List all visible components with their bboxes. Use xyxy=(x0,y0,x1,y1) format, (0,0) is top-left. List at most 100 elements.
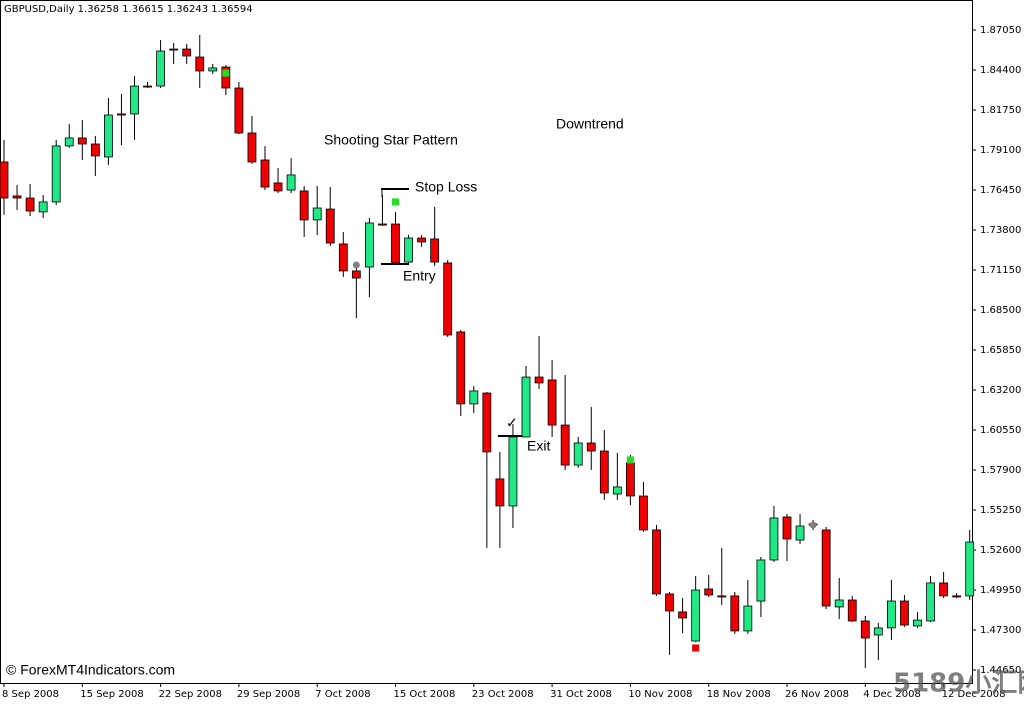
candle-body xyxy=(626,462,635,497)
candle-body xyxy=(586,442,596,452)
signal-marker xyxy=(352,261,360,269)
candle-body xyxy=(117,113,126,116)
y-tick-label: 1.57900 xyxy=(980,465,1021,476)
candle-body xyxy=(77,137,87,145)
annotation: Shooting Star Pattern xyxy=(324,132,458,148)
y-tick-label: 1.73800 xyxy=(980,225,1021,236)
candle-body xyxy=(678,611,687,619)
candle-body xyxy=(169,48,179,51)
candle-body xyxy=(704,588,714,596)
candle-body xyxy=(130,85,139,115)
candle-body xyxy=(417,237,427,243)
candle-body xyxy=(939,582,948,597)
candle-body xyxy=(508,436,518,507)
candle-body xyxy=(260,159,270,188)
y-tick-label: 1.79100 xyxy=(980,145,1021,156)
x-tick-label: 12 Dec 2008 xyxy=(942,689,1006,700)
candle-body xyxy=(364,222,374,268)
x-tick-label: 15 Sep 2008 xyxy=(80,689,143,700)
candle-body xyxy=(443,262,453,336)
x-tick-label: 4 Dec 2008 xyxy=(863,689,921,700)
candle-body xyxy=(391,223,400,264)
candle-body xyxy=(965,541,975,597)
candle-body xyxy=(234,87,244,134)
y-tick-label: 1.60550 xyxy=(980,425,1021,436)
y-tick-label: 1.87050 xyxy=(980,25,1021,36)
candle-body xyxy=(900,600,909,626)
candle-body xyxy=(25,197,35,212)
y-tick-label: 1.68500 xyxy=(980,305,1021,316)
candle-body xyxy=(821,529,831,607)
signal-marker xyxy=(222,69,230,77)
annotation: Exit xyxy=(527,438,550,454)
credit: © ForexMT4Indicators.com xyxy=(6,662,175,678)
candle-body xyxy=(534,376,544,384)
annotation: ✓ xyxy=(506,415,518,431)
candle-body xyxy=(547,379,557,426)
candle-body xyxy=(51,145,61,203)
candle-body xyxy=(495,478,505,507)
candle-body xyxy=(325,208,335,244)
plot-frame xyxy=(0,0,973,684)
candle-body xyxy=(90,143,100,157)
candle-body xyxy=(299,190,309,221)
watermark: 5189小汇网 xyxy=(893,669,1024,699)
candle-body xyxy=(847,599,857,622)
candle-body xyxy=(338,243,348,272)
candle-body xyxy=(717,595,727,598)
candle-body xyxy=(312,207,322,221)
candle-body xyxy=(273,182,283,192)
candle-body xyxy=(286,174,296,191)
signal-marker xyxy=(809,521,817,529)
x-tick-label: 15 Oct 2008 xyxy=(394,689,456,700)
x-tick-label: 23 Oct 2008 xyxy=(472,689,534,700)
chart-title: GBPUSD,Daily 1.36258 1.36615 1.36243 1.3… xyxy=(4,4,253,15)
candle-body xyxy=(769,517,779,561)
x-tick-label: 7 Oct 2008 xyxy=(315,689,370,700)
candle-body xyxy=(612,486,622,495)
x-tick-label: 29 Sep 2008 xyxy=(237,689,300,700)
x-tick-label: 31 Oct 2008 xyxy=(550,689,612,700)
y-tick-label: 1.44650 xyxy=(980,665,1021,676)
candle-body xyxy=(743,605,753,632)
candle-body xyxy=(195,56,205,72)
annotation: Entry xyxy=(403,268,436,284)
candle-body xyxy=(652,529,661,595)
y-tick-label: 1.81750 xyxy=(980,105,1021,116)
x-tick-label: 8 Sep 2008 xyxy=(2,689,59,700)
candle-body xyxy=(730,595,740,632)
candle-body xyxy=(887,600,896,629)
candle-body xyxy=(834,599,844,608)
y-tick-label: 1.49950 xyxy=(980,585,1021,596)
candle-body xyxy=(782,516,792,540)
candle-body xyxy=(404,237,413,263)
candle-body xyxy=(208,67,218,72)
x-tick-label: 10 Nov 2008 xyxy=(628,689,692,700)
candle-body xyxy=(430,238,440,263)
y-tick-label: 1.55250 xyxy=(980,505,1021,516)
candle-body xyxy=(64,137,74,147)
candle-body xyxy=(221,66,231,89)
y-tick-label: 1.63200 xyxy=(980,385,1021,396)
candle-body xyxy=(182,48,192,57)
candle-body xyxy=(12,195,22,199)
signal-marker xyxy=(626,456,634,464)
candle-body xyxy=(952,595,962,598)
candle-body xyxy=(691,589,701,642)
candle-body xyxy=(482,392,492,453)
candle-body xyxy=(756,559,766,602)
candle-body xyxy=(665,593,674,612)
candle-body xyxy=(560,424,570,466)
candle-body xyxy=(926,582,935,622)
signal-marker xyxy=(692,644,700,652)
candle-body xyxy=(456,331,466,405)
candle-body xyxy=(143,85,152,88)
candle-body xyxy=(873,627,883,636)
x-tick-label: 26 Nov 2008 xyxy=(785,689,849,700)
candle-body xyxy=(913,619,922,627)
candle-body xyxy=(860,620,870,639)
y-tick-label: 1.71150 xyxy=(980,265,1021,276)
y-tick-label: 1.84400 xyxy=(980,65,1021,76)
